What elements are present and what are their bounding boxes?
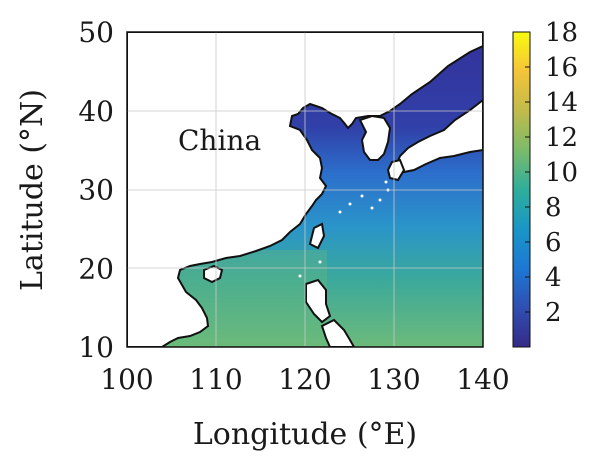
land-philippines-south	[320, 318, 356, 347]
x-tick-label: 120	[278, 363, 331, 396]
place-label-china: China	[178, 124, 261, 157]
y-tick-label: 50	[78, 16, 114, 49]
island-chain-ryukyu	[298, 180, 390, 278]
land-philippines-luzon	[305, 278, 332, 324]
colorbar-tick-label: 2	[545, 298, 562, 328]
colorbar-tick-label: 16	[545, 53, 578, 83]
y-tick-label: 20	[78, 252, 114, 285]
land-japan-kyushu	[386, 158, 406, 182]
y-tick-labels: 10 20 30 40 50	[78, 16, 114, 364]
colorbar-tick-label: 4	[545, 263, 562, 293]
axes-frame	[126, 31, 484, 348]
colorbar-tick-label: 10	[545, 158, 578, 188]
island-taiwan	[308, 222, 326, 250]
x-tick-label: 140	[456, 363, 509, 396]
colorbar-tick-labels: 2 4 6 8 10 12 14 16 18	[525, 18, 578, 328]
x-axis-label: Longitude (°E)	[193, 417, 417, 452]
y-tick-label: 40	[78, 95, 114, 128]
land-korea	[358, 114, 392, 161]
y-tick-label: 10	[78, 331, 114, 364]
colorbar	[512, 31, 531, 348]
colorbar-tick-label: 6	[545, 228, 562, 258]
x-tick-label: 130	[367, 363, 420, 396]
grid	[127, 32, 483, 347]
y-tick-label: 30	[78, 174, 114, 207]
island-hainan	[203, 264, 224, 284]
x-tick-label: 110	[189, 363, 242, 396]
colorbar-tick-label: 8	[545, 193, 562, 223]
map-area	[127, 32, 483, 347]
colorbar-tick-label: 18	[545, 18, 578, 48]
colorbar-tick-label: 14	[545, 88, 578, 118]
x-tick-labels: 100 110 120 130 140	[100, 363, 509, 396]
x-tick-label: 100	[100, 363, 153, 396]
colorbar-tick-label: 12	[545, 123, 578, 153]
y-axis-label: Latitude (°N)	[15, 89, 50, 291]
